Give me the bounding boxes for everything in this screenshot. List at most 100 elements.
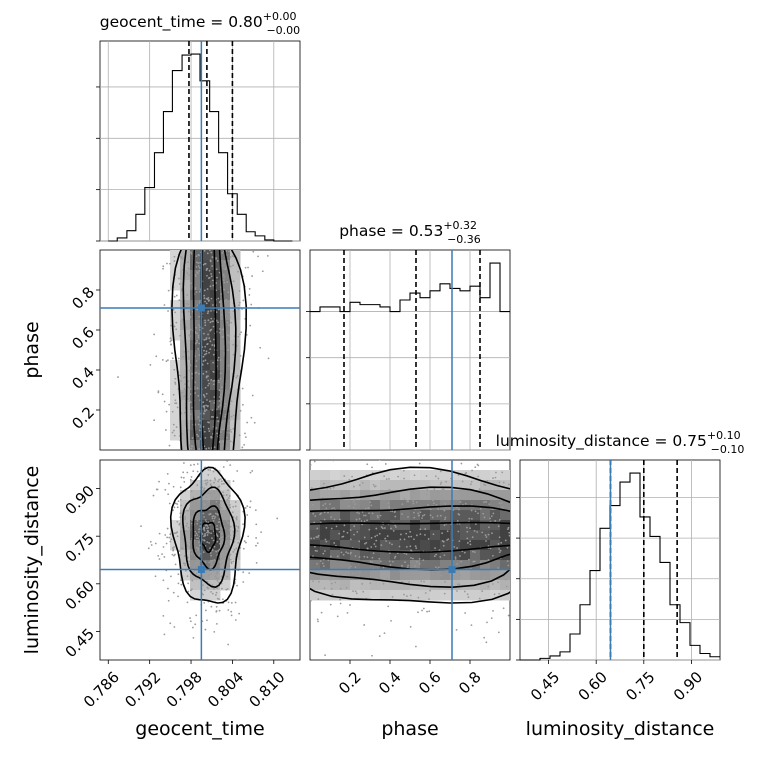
scatter-point	[198, 528, 200, 531]
scatter-point	[398, 545, 401, 548]
scatter-point	[207, 379, 210, 382]
scatter-point	[218, 609, 221, 612]
scatter-point	[188, 369, 191, 372]
y-tick-label: 0.6	[68, 323, 98, 353]
density-cell	[210, 580, 221, 591]
scatter-point	[237, 270, 239, 273]
scatter-point	[405, 545, 408, 548]
scatter-point	[356, 511, 359, 514]
density-cell	[230, 370, 241, 381]
density-cell	[420, 480, 431, 491]
scatter-point	[205, 370, 208, 373]
scatter-point	[403, 593, 405, 596]
density-cell	[420, 510, 431, 521]
scatter-point	[236, 530, 239, 532]
scatter-point	[203, 430, 206, 433]
scatter-point	[198, 419, 201, 422]
scatter-point	[186, 522, 188, 525]
scatter-point	[393, 557, 396, 559]
scatter-point	[203, 353, 206, 356]
scatter-point	[211, 265, 214, 267]
scatter-point	[477, 475, 480, 478]
scatter-point	[167, 289, 170, 292]
x-tick-label: 0.6	[415, 668, 445, 698]
scatter-point	[317, 620, 319, 623]
scatter-point	[229, 265, 232, 268]
scatter-point	[224, 415, 227, 418]
density-cell	[450, 590, 461, 601]
scatter-point	[407, 535, 410, 538]
scatter-point	[180, 504, 183, 507]
scatter-point	[188, 444, 191, 447]
density-cell	[180, 260, 191, 271]
scatter-point	[164, 534, 167, 536]
scatter-point	[179, 486, 182, 489]
density-cell	[330, 510, 341, 521]
scatter-point	[497, 567, 500, 569]
scatter-point	[173, 546, 175, 548]
density-cell	[340, 530, 351, 541]
density-cell	[200, 570, 211, 581]
scatter-point	[220, 431, 222, 433]
scatter-point	[216, 540, 219, 543]
scatter-point	[197, 348, 200, 350]
density-cell	[220, 290, 231, 301]
scatter-point	[504, 578, 507, 581]
density-cell	[200, 550, 211, 561]
scatter-point	[423, 513, 426, 516]
density-cell	[330, 530, 341, 541]
scatter-point	[456, 520, 459, 522]
scatter-point	[218, 301, 221, 304]
scatter-point	[184, 516, 187, 518]
density-cell	[220, 540, 231, 551]
scatter-point	[369, 582, 372, 585]
scatter-point	[459, 500, 462, 503]
density-cell	[390, 560, 401, 571]
scatter-point	[168, 444, 171, 447]
scatter-point	[227, 341, 230, 344]
scatter-point	[222, 279, 225, 282]
scatter-point	[413, 511, 415, 514]
scatter-point	[323, 511, 326, 514]
density-cell	[180, 300, 191, 311]
density-cell	[170, 410, 181, 421]
density-cell	[180, 550, 191, 561]
scatter-point	[346, 531, 349, 534]
density-cell	[340, 540, 351, 551]
density-cell	[470, 490, 481, 501]
scatter-point	[252, 250, 255, 253]
scatter-point	[224, 413, 227, 416]
scatter-point	[358, 540, 361, 543]
density-cell	[180, 520, 191, 531]
scatter-point	[250, 416, 253, 419]
scatter-point	[202, 332, 205, 335]
scatter-point	[189, 563, 191, 566]
scatter-point	[195, 532, 198, 535]
scatter-point	[358, 484, 361, 487]
density-cell	[350, 510, 361, 521]
scatter-point	[447, 538, 450, 541]
scatter-point	[334, 581, 337, 584]
scatter-point	[429, 514, 432, 517]
scatter-point	[481, 531, 484, 534]
density-cell	[480, 550, 491, 561]
scatter-point	[354, 590, 357, 593]
scatter-point	[168, 502, 171, 505]
scatter-point	[210, 309, 212, 312]
density-cell	[390, 500, 401, 511]
scatter-point	[158, 558, 161, 560]
scatter-point	[184, 518, 187, 520]
scatter-point	[216, 524, 218, 527]
scatter-point	[371, 654, 373, 657]
density-cell	[400, 560, 411, 571]
scatter-point	[183, 411, 186, 414]
scatter-point	[227, 489, 229, 492]
density-cell	[490, 530, 501, 541]
scatter-point	[181, 311, 183, 313]
scatter-point	[194, 392, 197, 394]
scatter-point	[169, 540, 172, 543]
scatter-point	[491, 583, 494, 585]
scatter-point	[211, 279, 214, 282]
scatter-point	[216, 276, 218, 279]
scatter-point	[485, 536, 488, 538]
